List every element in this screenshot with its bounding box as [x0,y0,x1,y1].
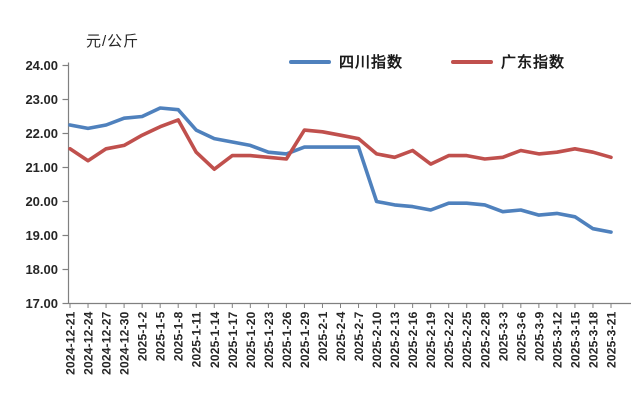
x-tick-label: 2025-3-6 [514,311,528,361]
x-tick-label: 2025-2-4 [334,311,348,361]
x-tick-label: 2025-2-13 [388,311,402,368]
x-tick-label: 2025-3-21 [605,311,619,368]
x-tick-label: 2025-1-11 [190,311,204,367]
x-tick-label: 2025-1-20 [244,311,258,368]
y-tick-label: 18.00 [25,262,58,277]
legend-item-sichuan: 四川指数 [289,51,403,72]
x-tick-label: 2025-2-16 [406,311,420,368]
x-tick-label: 2025-2-1 [316,311,330,361]
series-line-sichuan [68,106,613,234]
y-tick-label: 20.00 [25,194,58,209]
x-tick-label: 2025-2-19 [424,311,438,368]
x-tick-label: 2025-1-26 [280,311,294,368]
x-tick-label: 2025-3-12 [550,311,564,368]
x-tick-label: 2025-1-5 [154,311,168,361]
guangdong-line-swatch-icon [451,59,494,64]
x-tick-label: 2024-12-24 [82,311,96,375]
x-tick-label: 2025-2-10 [370,311,384,368]
legend-item-guangdong: 广东指数 [451,51,565,72]
y-tick-label: 19.00 [25,228,58,243]
legend: 四川指数 广东指数 [289,51,565,72]
x-tick-label: 2025-3-3 [496,311,510,361]
legend-label-guangdong: 广东指数 [501,54,566,71]
y-tick-label: 17.00 [25,296,58,311]
y-axis-unit-label: 元/公斤 [86,33,140,50]
x-tick-label: 2025-3-9 [532,311,546,361]
x-tick-label: 2025-2-22 [442,311,456,368]
x-tick-label: 2025-1-29 [298,311,312,368]
x-tick-label: 2025-3-15 [568,311,582,368]
x-tick-label: 2025-3-18 [586,311,600,368]
sichuan-line-swatch-icon [289,59,331,64]
x-tick-label: 2025-2-25 [460,311,474,368]
y-tick-label: 22.00 [25,126,58,141]
x-tick-label: 2024-12-30 [118,311,132,375]
x-tick-label: 2025-1-8 [172,311,186,361]
x-tick-label: 2025-1-2 [136,311,150,361]
series-line-guangdong [68,118,613,171]
x-tick-label: 2025-1-23 [262,311,276,368]
y-tick-label: 21.00 [25,160,58,175]
x-tick-label: 2024-12-27 [100,311,114,375]
x-tick-label: 2024-12-21 [64,311,78,375]
x-tick-label: 2025-2-7 [352,311,366,361]
y-tick-label: 24.00 [25,58,58,73]
y-tick-label: 23.00 [25,92,58,107]
x-tick-label: 2025-2-28 [478,311,492,368]
x-tick-label: 2025-1-17 [226,311,240,368]
x-tick-label: 2025-1-14 [208,311,222,368]
legend-label-sichuan: 四川指数 [339,54,404,71]
